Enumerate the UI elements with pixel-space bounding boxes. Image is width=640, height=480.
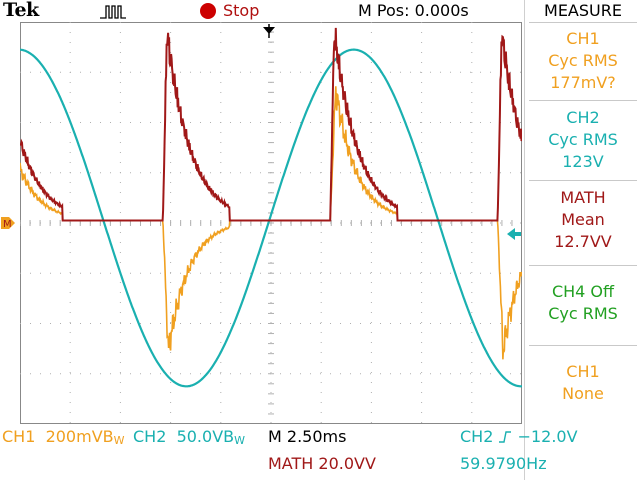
top-status-bar: Tek Stop M Pos: 0.000s (0, 0, 524, 22)
measure-slot-3-type: Mean (561, 210, 605, 229)
measure-slot-4-type: Cyc RMS (548, 304, 618, 323)
menu-divider (529, 22, 637, 23)
measure-menu: MEASURE CH1 Cyc RMS 177mV? CH2 Cyc RMS 1… (524, 0, 640, 480)
trigger-readout: CH2 −12.0V (460, 427, 578, 446)
ch1-bandwidth-limit-sub: W (113, 434, 125, 447)
menu-divider (529, 345, 637, 346)
menu-divider (529, 100, 637, 101)
measure-slot-2-type: Cyc RMS (548, 130, 618, 149)
ch2-trace (20, 48, 522, 388)
timebase-readout: M 2.50ms (268, 427, 347, 446)
measure-slot-4-source: CH4 Off (551, 282, 615, 301)
trigger-level-marker (507, 228, 521, 240)
ch1-scale: 200mV (45, 427, 103, 446)
horizontal-position-readout: M Pos: 0.000s (358, 1, 469, 20)
ch1-label: CH1 (2, 427, 36, 446)
trigger-position-marker (263, 24, 275, 38)
rising-edge-icon (499, 431, 512, 443)
ch1-bandwidth-limit: B (102, 427, 114, 446)
waveform-display (20, 22, 522, 424)
math-trace (20, 27, 522, 222)
ch1-scale-readout: CH1 200mVBW (2, 427, 125, 447)
measure-slot-2-source: CH2 (566, 108, 600, 127)
math-scale-readout: MATH 20.0VV (268, 454, 376, 473)
stop-status-icon (200, 3, 216, 19)
ch2-scale-readout: CH2 50.0VBW (133, 427, 245, 447)
ch1-math-ground-marker: M (1, 217, 15, 230)
measure-menu-title: MEASURE (544, 1, 622, 20)
ch2-bandwidth-limit: B (223, 427, 235, 446)
menu-divider (529, 265, 637, 266)
measure-slot-2-value: 123V (562, 152, 604, 171)
measure-slot-5[interactable]: CH1 None (525, 361, 640, 405)
measure-slot-1-value: 177mV? (550, 73, 616, 92)
trigger-source: CH2 (460, 427, 494, 446)
measure-slot-3[interactable]: MATH Mean 12.7VV (525, 187, 640, 253)
pulse-trigger-icon (100, 5, 126, 19)
measure-slot-4[interactable]: CH4 Off Cyc RMS (525, 281, 640, 325)
frequency-readout: 59.9790Hz (460, 454, 547, 473)
acquisition-status: Stop (223, 1, 260, 20)
measure-slot-1-type: Cyc RMS (548, 51, 618, 70)
trigger-level: −12.0V (517, 427, 578, 446)
menu-divider (529, 180, 637, 181)
measure-slot-2[interactable]: CH2 Cyc RMS 123V (525, 107, 640, 173)
measure-slot-1[interactable]: CH1 Cyc RMS 177mV? (525, 28, 640, 94)
measure-slot-5-source: CH1 (566, 362, 600, 381)
measure-slot-3-source: MATH (560, 188, 606, 207)
ch2-label: CH2 (133, 427, 167, 446)
brand-logo: Tek (3, 0, 39, 21)
waveform-plot (20, 22, 522, 424)
measure-slot-3-value: 12.7VV (554, 232, 612, 251)
math-marker-label: M (3, 219, 12, 230)
measure-slot-5-type: None (562, 384, 604, 403)
measure-slot-1-source: CH1 (566, 29, 600, 48)
ch2-bandwidth-limit-sub: W (234, 434, 246, 447)
bottom-status-bar: CH1 200mVBW CH2 50.0VBW M 2.50ms MATH 20… (0, 425, 578, 480)
ch2-scale: 50.0V (176, 427, 224, 446)
